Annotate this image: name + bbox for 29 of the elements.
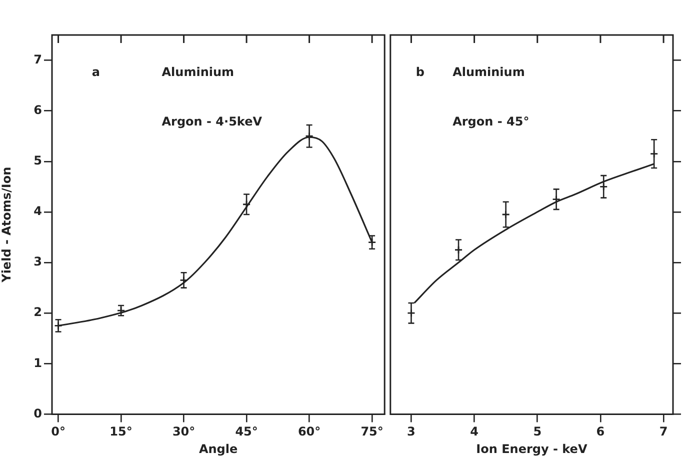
x-tick-label: 7 — [659, 424, 668, 439]
y-tick-label: 6 — [34, 102, 42, 117]
x-axis-title: Angle — [198, 442, 238, 456]
annotation: Argon - 4·5keV — [162, 114, 263, 128]
y-tick-label: 5 — [34, 154, 42, 168]
annotation: Aluminium — [452, 65, 525, 80]
point — [650, 150, 658, 158]
y-tick-label: 7 — [34, 52, 42, 66]
x-tick-label: 0° — [51, 424, 66, 439]
x-tick-label: 45° — [235, 424, 258, 439]
x-tick-label: 3 — [407, 424, 416, 439]
x-tick-label: 75° — [360, 424, 384, 439]
annotation: Aluminium — [162, 65, 234, 80]
x-tick-label: 6 — [596, 424, 605, 439]
x-axis-title: Ion Energy - keV — [476, 442, 588, 456]
annotation: b — [416, 65, 425, 80]
y-tick-label: 2 — [34, 305, 42, 320]
y-axis-title: Yield - Atoms/Ion — [0, 166, 14, 284]
annotation: Argon - 45° — [452, 114, 530, 128]
x-tick-label: 15° — [110, 424, 132, 439]
y-tick-label: 0 — [34, 406, 42, 420]
annotation: a — [92, 65, 100, 80]
y-tick-label: 1 — [34, 356, 42, 370]
x-tick-label: 60° — [298, 424, 321, 439]
x-tick-label: 4 — [470, 424, 478, 439]
y-tick-label: 3 — [34, 254, 42, 269]
x-tick-label: 5 — [533, 424, 542, 439]
x-tick-label: 30° — [172, 424, 196, 439]
y-tick-label: 4 — [34, 204, 42, 218]
